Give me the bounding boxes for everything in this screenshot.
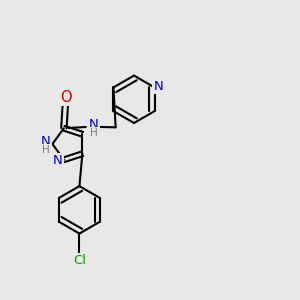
Text: H: H	[90, 128, 98, 138]
Text: N: N	[53, 154, 63, 167]
Text: Cl: Cl	[73, 254, 86, 267]
Text: N: N	[89, 118, 98, 131]
Text: O: O	[60, 90, 72, 105]
Text: H: H	[42, 145, 50, 155]
Text: N: N	[41, 135, 51, 148]
Text: N: N	[153, 80, 163, 93]
